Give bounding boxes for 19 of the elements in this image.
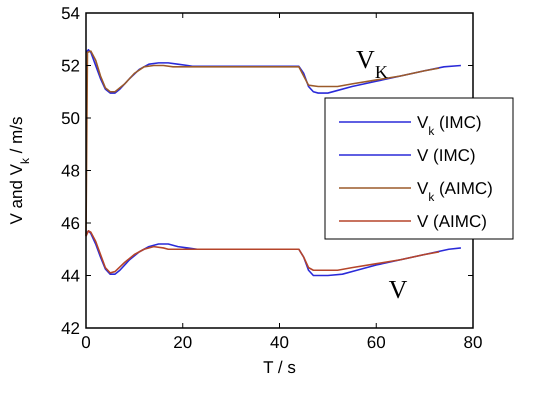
y-tick-label: 42 xyxy=(61,319,80,338)
x-axis-title: T / s xyxy=(263,358,296,377)
y-tick-label: 54 xyxy=(61,4,80,23)
annotation: V xyxy=(388,275,408,304)
y-tick-label: 48 xyxy=(61,162,80,180)
y-tick-label: 46 xyxy=(61,214,80,233)
y-tick-label: 52 xyxy=(61,56,80,76)
x-tick-label: 0 xyxy=(81,333,91,352)
x-tick-label: 80 xyxy=(464,333,482,352)
x-tick-label: 20 xyxy=(173,333,192,352)
x-tick-label: 60 xyxy=(366,333,386,352)
y-tick-label: 44 xyxy=(61,266,80,286)
annotation: V$_{K}$ xyxy=(356,45,388,82)
legend-label: V$_{k}$ (IMC) xyxy=(417,113,482,138)
legend-label: V$_{k}$ (AIMC) xyxy=(417,179,493,204)
legend-label: V (AIMC) xyxy=(417,212,487,231)
x-tick-label: 40 xyxy=(270,333,289,352)
y-tick-label: 50 xyxy=(61,109,80,128)
legend-label: V (IMC) xyxy=(417,146,476,165)
